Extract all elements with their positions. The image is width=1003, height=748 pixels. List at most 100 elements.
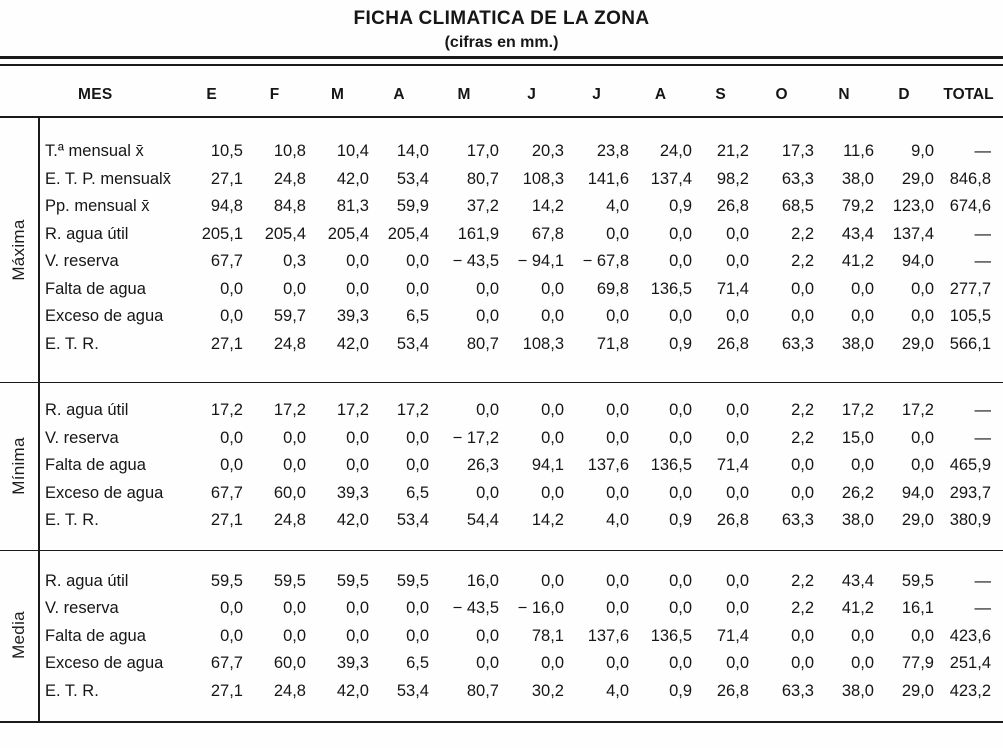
cell-value: 0,0 <box>476 279 499 298</box>
cell-value: 59,5 <box>273 571 306 590</box>
cell-value: 60,0 <box>273 654 306 673</box>
cell-value: 0,0 <box>220 428 243 447</box>
cell-value: 0,0 <box>606 571 629 590</box>
cell-value: 0,0 <box>406 626 429 645</box>
cell-value: − 16,0 <box>517 599 564 618</box>
cell-value: 14,2 <box>531 511 564 530</box>
cell-value: 0,0 <box>669 307 692 326</box>
cell-value: 84,8 <box>273 197 306 216</box>
column-header-month: O <box>775 86 788 103</box>
cell-value: 0,9 <box>669 511 692 530</box>
cell-value: 69,8 <box>596 279 629 298</box>
cell-value: 60,0 <box>273 483 306 502</box>
cell-value: 79,2 <box>841 197 874 216</box>
cell-value: 17,2 <box>210 401 243 420</box>
column-header-month: A <box>393 86 405 103</box>
cell-value: 0,0 <box>851 654 874 673</box>
table-row: R. agua útil 17,2 17,2 17,2 17,2 0,0 0,0 0,0 0,0… <box>0 397 1003 425</box>
cell-value: 0,0 <box>541 483 564 502</box>
page-title: FICHA CLIMATICA DE LA ZONA <box>353 8 650 29</box>
table-row: V. reserva 0,0 0,0 0,0 0,0 − 17,2 0,0 0,0 0,0 0,0… <box>0 425 1003 453</box>
cell-value: 6,5 <box>406 654 429 673</box>
cell-value: 141,6 <box>587 169 629 188</box>
row-label: E. T. P. mensualx̄ <box>45 169 171 188</box>
page-subtitle: (cifras en mm.) <box>444 34 559 51</box>
table-row: Falta de agua 0,0 0,0 0,0 0,0 0,0 78,1 137,6 136… <box>0 623 1003 651</box>
cell-value: 29,0 <box>901 334 934 353</box>
section-media: Media R. agua útil 59,5 59,5 59,5 59,5 16,0 0,0… <box>0 551 1003 720</box>
cell-value: 27,1 <box>210 169 243 188</box>
cell-value: 0,0 <box>726 252 749 271</box>
table-row: E. T. R. 27,1 24,8 42,0 53,4 80,7 108,3 71,8 0,9… <box>0 331 1003 359</box>
cell-value: 0,0 <box>406 252 429 271</box>
cell-value: 16,1 <box>901 599 934 618</box>
cell-value: − 17,2 <box>452 428 499 447</box>
cell-value: 38,0 <box>841 169 874 188</box>
cell-value: 27,1 <box>210 334 243 353</box>
cell-value: 94,8 <box>210 197 243 216</box>
cell-value: 0,0 <box>606 428 629 447</box>
cell-value: 71,8 <box>596 334 629 353</box>
cell-value: 0,0 <box>669 252 692 271</box>
cell-value: 2,2 <box>791 571 814 590</box>
cell-value: 29,0 <box>901 169 934 188</box>
row-label: R. agua útil <box>45 571 129 590</box>
cell-value: 205,4 <box>387 224 429 243</box>
cell-value: 0,0 <box>541 279 564 298</box>
cell-value: 0,0 <box>669 428 692 447</box>
cell-total: — <box>974 252 992 271</box>
cell-value: 29,0 <box>901 681 934 700</box>
row-label: Exceso de agua <box>45 654 164 673</box>
cell-value: 205,1 <box>201 224 243 243</box>
column-header-month: M <box>457 86 471 103</box>
cell-value: 80,7 <box>466 334 499 353</box>
row-label: V. reserva <box>45 599 119 618</box>
cell-value: 0,0 <box>406 428 429 447</box>
table-row: E. T. P. mensualx̄ 27,1 24,8 42,0 53,4 80,7 10… <box>0 166 1003 194</box>
cell-total: — <box>974 428 992 447</box>
cell-value: 0,0 <box>476 307 499 326</box>
cell-value: 17,2 <box>273 401 306 420</box>
cell-value: 0,9 <box>669 197 692 216</box>
cell-value: 0,0 <box>220 456 243 475</box>
cell-value: 0,0 <box>911 279 934 298</box>
cell-value: 0,0 <box>851 626 874 645</box>
cell-value: 0,0 <box>283 279 306 298</box>
cell-value: 24,0 <box>659 142 692 161</box>
cell-value: 0,0 <box>541 401 564 420</box>
column-header-month: S <box>715 86 726 103</box>
cell-value: 80,7 <box>466 681 499 700</box>
row-label: R. agua útil <box>45 224 129 243</box>
cell-value: 0,0 <box>346 626 369 645</box>
cell-value: 0,0 <box>606 483 629 502</box>
cell-value: 53,4 <box>396 169 429 188</box>
cell-value: 43,4 <box>841 571 874 590</box>
cell-value: 17,2 <box>396 401 429 420</box>
cell-value: 123,0 <box>892 197 934 216</box>
row-label: E. T. R. <box>45 681 99 700</box>
cell-value: 0,0 <box>220 279 243 298</box>
cell-value: 94,0 <box>901 483 934 502</box>
cell-value: − 43,5 <box>452 599 499 618</box>
table-row: Pp. mensual x̄ 94,8 84,8 81,3 59,9 37,2 14,2 4,… <box>0 193 1003 221</box>
cell-value: 0,0 <box>541 654 564 673</box>
table-header-row: MES E F M A M J J A S O N D TOTAL <box>0 82 1003 108</box>
cell-value: 98,2 <box>716 169 749 188</box>
cell-value: 4,0 <box>606 197 629 216</box>
cell-value: 39,3 <box>336 483 369 502</box>
cell-value: 137,6 <box>587 626 629 645</box>
cell-value: 0,0 <box>220 599 243 618</box>
section-maxima: Máxima T.ª mensual x̄ 10,5 10,8 10,4 14,0 17,0… <box>0 118 1003 383</box>
cell-value: 78,1 <box>531 626 564 645</box>
cell-value: 0,0 <box>476 483 499 502</box>
header-bottom-rule <box>0 116 1003 118</box>
cell-value: 0,0 <box>669 571 692 590</box>
cell-value: 0,0 <box>606 307 629 326</box>
cell-value: 59,5 <box>336 571 369 590</box>
cell-value: 37,2 <box>466 197 499 216</box>
cell-total: 423,2 <box>949 681 991 700</box>
cell-value: − 43,5 <box>452 252 499 271</box>
table-row: V. reserva 67,7 0,3 0,0 0,0 − 43,5 − 94,1 − 67,… <box>0 248 1003 276</box>
cell-value: 38,0 <box>841 334 874 353</box>
cell-value: 0,0 <box>606 224 629 243</box>
